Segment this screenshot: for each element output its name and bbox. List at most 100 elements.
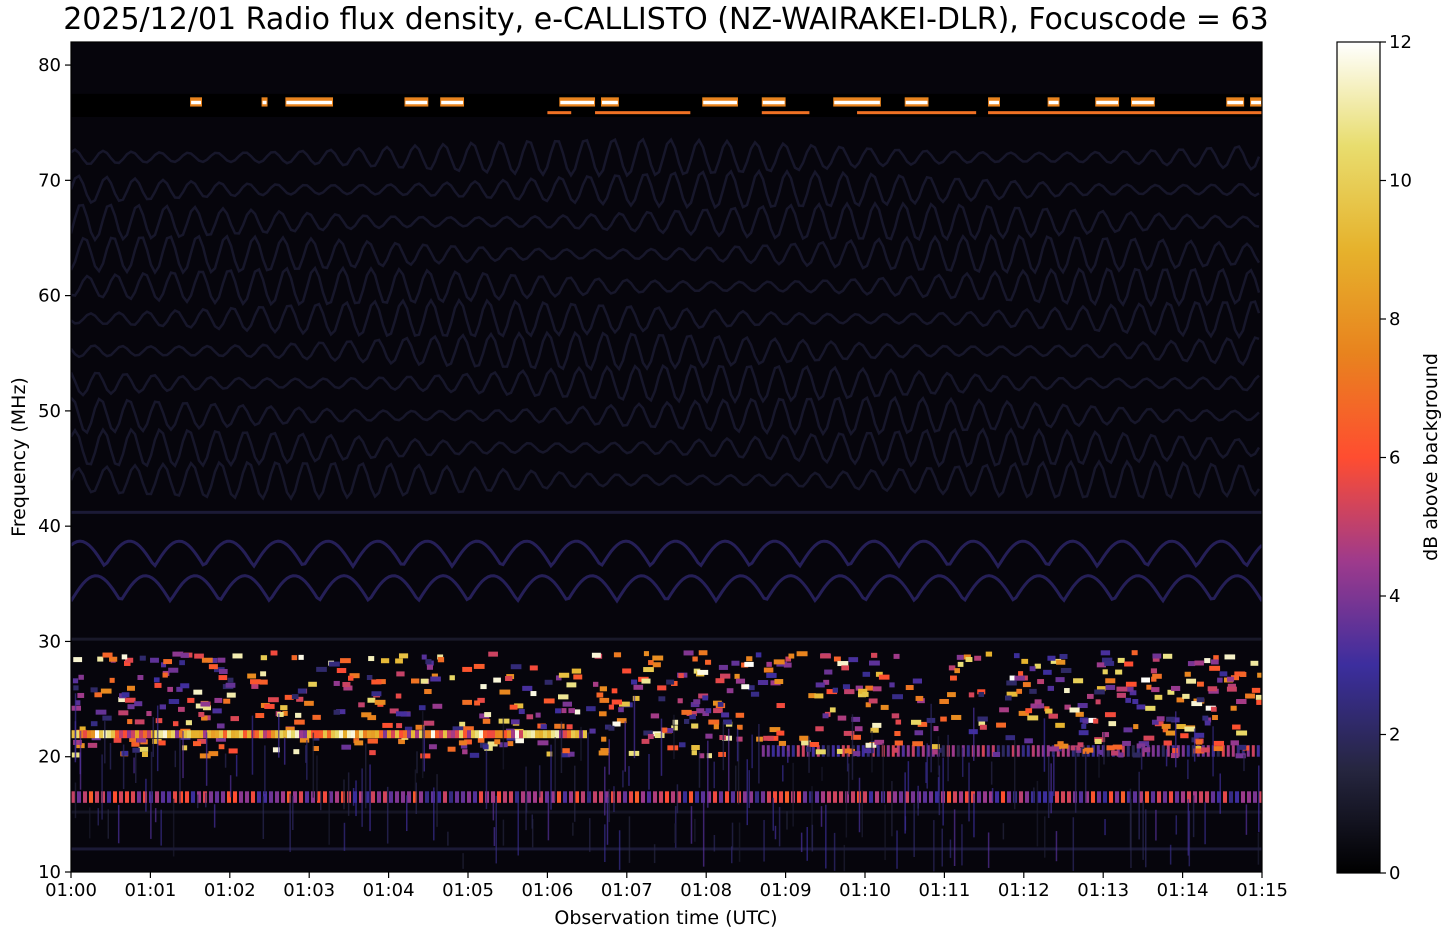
rfi-patch xyxy=(1034,699,1042,705)
noise-streak xyxy=(525,794,528,813)
rfi-patch xyxy=(477,697,485,703)
noise-streak xyxy=(550,744,552,810)
colorbar-gradient xyxy=(1336,41,1381,874)
rfi-patch xyxy=(1213,746,1224,752)
noise-streak xyxy=(1036,780,1039,847)
rfi-patch xyxy=(294,719,305,725)
rfi-patch xyxy=(247,730,251,739)
rfi-patch xyxy=(158,740,166,746)
rfi-patch xyxy=(487,741,498,747)
noise-streak xyxy=(502,819,505,846)
rfi-patch xyxy=(648,660,654,666)
rfi-patch xyxy=(874,739,885,745)
rfi-mark xyxy=(1205,791,1209,803)
noise-streak xyxy=(618,830,621,870)
rfi-patch xyxy=(303,730,307,739)
rfi-mark xyxy=(1136,745,1140,757)
rfi-patch xyxy=(699,753,705,759)
rfi-patch xyxy=(1245,693,1256,699)
rfi-patch xyxy=(109,677,115,683)
noise-streak xyxy=(278,713,280,758)
rfi-patch xyxy=(499,689,511,695)
rfi-mark xyxy=(1116,745,1120,757)
rfi-patch xyxy=(815,749,826,755)
rfi-patch xyxy=(129,736,137,742)
rfi-patch xyxy=(285,726,295,732)
rfi-patch xyxy=(396,723,403,729)
rfi-patch xyxy=(744,661,754,667)
rfi-patch xyxy=(750,691,760,697)
rfi-mark xyxy=(635,791,639,803)
rfi-mark xyxy=(815,791,819,803)
noise-streak xyxy=(352,787,355,806)
rfi-mark xyxy=(95,791,99,803)
noise-streak xyxy=(933,820,935,872)
noise-streak xyxy=(847,763,850,795)
rfi-patch xyxy=(319,730,323,739)
rfi-mark xyxy=(989,791,993,803)
noise-streak xyxy=(1175,815,1178,835)
rfi-patch xyxy=(858,688,868,694)
rfi-mark xyxy=(811,745,815,757)
noise-streak xyxy=(707,740,709,808)
rfi-patch xyxy=(683,718,690,724)
rfi-mark xyxy=(329,791,333,803)
rfi-patch xyxy=(462,666,473,672)
rfi-patch xyxy=(195,703,205,709)
noise-streak xyxy=(736,728,739,762)
y-tick-label: 60 xyxy=(38,286,61,307)
rfi-mark xyxy=(1247,791,1251,803)
rfi-patch xyxy=(471,730,475,739)
rfi-patch xyxy=(431,730,435,739)
rfi-patch xyxy=(73,657,83,663)
rfi-patch xyxy=(965,657,973,663)
rfi-mark xyxy=(776,745,780,757)
rfi-patch xyxy=(73,739,82,745)
rfi-patch xyxy=(143,730,147,739)
noise-streak xyxy=(694,818,696,842)
rfi-patch xyxy=(702,695,709,701)
rfi-patch xyxy=(1005,735,1016,741)
rfi-patch xyxy=(643,651,649,657)
rfi-patch xyxy=(843,730,855,736)
rfi-patch xyxy=(90,721,98,727)
rfi-mark xyxy=(359,791,363,803)
rfi-patch xyxy=(1132,699,1139,705)
rfi-patch xyxy=(452,726,464,732)
rfi-mark xyxy=(869,791,873,803)
rfi-patch xyxy=(150,657,159,663)
rfi-mark xyxy=(317,791,321,803)
rfi-patch xyxy=(431,673,438,679)
rfi-patch xyxy=(137,675,144,681)
rfi-patch xyxy=(691,745,700,751)
rfi-patch xyxy=(507,730,511,739)
rfi-patch xyxy=(342,682,351,688)
rfi-mark xyxy=(239,791,243,803)
rfi-burst xyxy=(560,100,595,105)
rfi-patch xyxy=(604,724,612,730)
rfi-patch xyxy=(872,686,882,692)
noise-streak xyxy=(306,740,308,780)
ripple-line xyxy=(71,539,1262,570)
rfi-patch xyxy=(146,711,152,717)
rfi-patch xyxy=(999,707,1009,713)
rfi-mark xyxy=(1175,791,1179,803)
rfi-patch xyxy=(608,725,615,731)
noise-streak xyxy=(369,764,371,832)
noise-streak xyxy=(101,754,103,820)
rfi-mark xyxy=(1246,745,1250,757)
noise-streak xyxy=(673,714,675,760)
rfi-patch xyxy=(977,689,986,695)
rfi-patch xyxy=(100,688,112,694)
ripple-line xyxy=(71,363,1260,405)
rfi-mark xyxy=(893,791,897,803)
rfi-patch xyxy=(219,730,223,739)
rfi-mark xyxy=(791,745,795,757)
rfi-mark xyxy=(1007,791,1011,803)
x-axis: 01:00 01:01 01:02 01:03 01:04 01:05 01:06 01:07… xyxy=(45,872,1288,901)
rfi-patch xyxy=(726,688,734,694)
rfi-mark xyxy=(551,791,555,803)
rfi-patch xyxy=(131,741,140,747)
rfi-patch xyxy=(180,652,189,658)
rfi-patch xyxy=(72,678,79,684)
